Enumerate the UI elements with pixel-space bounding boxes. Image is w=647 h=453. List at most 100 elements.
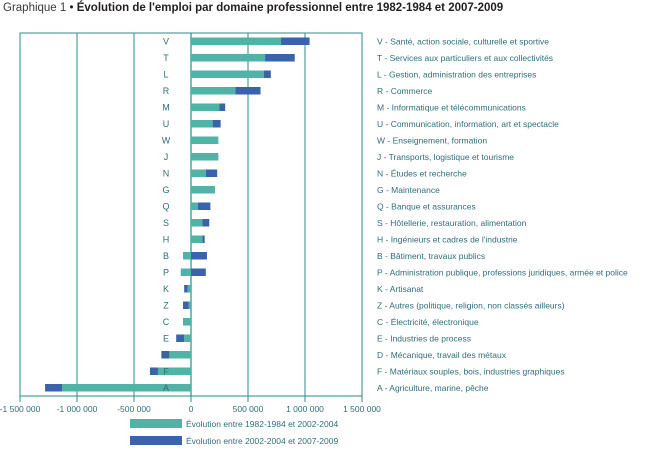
bar-series-2 — [197, 202, 211, 210]
bar-series-2 — [191, 252, 207, 260]
category-description: B - Bâtiment, travaux publics — [377, 251, 485, 261]
bar-series-1 — [183, 252, 191, 260]
bar-series-2 — [202, 235, 205, 243]
category-description: L - Gestion, administration des entrepri… — [377, 69, 536, 79]
bar-series-1 — [191, 87, 236, 95]
category-description: J - Transports, logistique et tourisme — [377, 152, 514, 162]
bar-series-2 — [219, 103, 226, 111]
bar-series-2 — [184, 285, 188, 293]
category-label: W — [162, 135, 171, 145]
category-label: D — [163, 350, 170, 360]
legend-label: Évolution entre 2002-2004 et 2007-2009 — [186, 436, 338, 446]
category-label: F — [163, 366, 169, 376]
chart-title-bullet: • — [69, 2, 74, 14]
bar-series-1 — [62, 384, 192, 392]
chart-title: Graphique 1 • Évolution de l'emploi par … — [3, 2, 503, 14]
legend-swatch — [130, 436, 182, 445]
category-label: V — [163, 36, 169, 46]
category-label: S — [163, 218, 169, 228]
legend-swatch — [130, 419, 182, 428]
category-label: U — [163, 119, 170, 129]
bar-series-2 — [183, 301, 189, 309]
bar-series-1 — [191, 103, 220, 111]
category-label: B — [163, 251, 169, 261]
tick-label: 1 000 000 — [286, 404, 324, 414]
bar-series-1 — [187, 285, 191, 293]
series-legend: Évolution entre 1982-1984 et 2002-2004 Év… — [130, 419, 338, 446]
x-axis-ticks: -1 500 000 -1 000 000 -500 000 0 500 000 1 00… — [0, 396, 381, 414]
bar-series-1 — [191, 169, 206, 177]
bar-series-2 — [265, 54, 295, 62]
bar-series-2 — [212, 120, 221, 128]
category-description: K - Artisanat — [377, 284, 424, 294]
category-legend: V - Santé, action sociale, culturelle et… — [377, 36, 628, 393]
category-description: Z - Autres (politique, religion, non cla… — [377, 300, 565, 310]
bar-series-2 — [45, 384, 63, 392]
bar-series-1 — [191, 120, 213, 128]
category-label: R — [163, 86, 170, 96]
bar-series-1 — [191, 186, 215, 194]
tick-label: 500 000 — [233, 404, 264, 414]
bar-series-1 — [191, 54, 266, 62]
category-description: F - Matériaux souples, bois, industries … — [377, 366, 565, 376]
category-label: K — [163, 284, 169, 294]
category-description: D - Mécanique, travail des métaux — [377, 350, 507, 360]
bar-series-2 — [149, 367, 158, 375]
bar-series-1 — [157, 367, 191, 375]
category-label: L — [163, 69, 168, 79]
bar-series-1 — [183, 318, 191, 326]
category-label: A — [163, 383, 169, 393]
tick-label: -1 500 000 — [0, 404, 41, 414]
bar-series-2 — [191, 268, 206, 276]
category-description: T - Services aux particuliers et aux col… — [377, 53, 553, 63]
category-description: E - Industries de process — [377, 333, 471, 343]
category-description: M - Informatique et télécommunications — [377, 102, 526, 112]
bar-series-2 — [281, 37, 310, 45]
category-description: H - Ingénieurs et cadres de l'industrie — [377, 234, 518, 244]
category-description: P - Administration publique, professions… — [377, 267, 628, 277]
legend-label: Évolution entre 1982-1984 et 2002-2004 — [186, 419, 338, 429]
bar-series-2 — [161, 351, 170, 359]
category-label: M — [162, 102, 170, 112]
bar-series-2 — [205, 169, 218, 177]
category-description: S - Hôtellerie, restauration, alimentati… — [377, 218, 527, 228]
category-label: N — [163, 168, 170, 178]
category-label: J — [164, 152, 169, 162]
tick-label: 0 — [189, 404, 194, 414]
category-description: G - Maintenance — [377, 185, 440, 195]
bar-series-2 — [263, 70, 271, 78]
category-description: Q - Banque et assurances — [377, 201, 476, 211]
category-description: R - Commerce — [377, 86, 433, 96]
chart-title-text: Évolution de l'emploi par domaine profes… — [76, 2, 504, 14]
bar-series-1 — [180, 268, 191, 276]
category-label: T — [163, 53, 169, 63]
bar-series-1 — [191, 219, 203, 227]
category-description: C - Électricité, électronique — [377, 317, 479, 327]
category-label: C — [163, 317, 170, 327]
bar-series-1 — [191, 136, 219, 144]
bar-series-2 — [176, 334, 185, 342]
category-label: E — [163, 333, 169, 343]
tick-label: -1 000 000 — [57, 404, 98, 414]
bar-series-1 — [184, 334, 191, 342]
category-description: A - Agriculture, marine, pêche — [377, 383, 489, 393]
category-label: G — [162, 185, 169, 195]
category-description: U - Communication, information, art et s… — [377, 119, 559, 129]
bar-series-2 — [235, 87, 261, 95]
bar-series-1 — [191, 153, 219, 161]
bar-series-1 — [191, 235, 203, 243]
category-description: N - Études et recherche — [377, 168, 467, 178]
tick-label: -500 000 — [117, 404, 151, 414]
chart-title-prefix: Graphique 1 — [3, 2, 67, 14]
bar-series-1 — [191, 37, 282, 45]
bar-series-1 — [188, 301, 191, 309]
bar-series-1 — [191, 202, 198, 210]
category-description: W - Enseignement, formation — [377, 135, 487, 145]
bar-series-1 — [191, 70, 264, 78]
category-label: Q — [162, 201, 169, 211]
category-label: H — [163, 234, 170, 244]
category-description: V - Santé, action sociale, culturelle et… — [377, 36, 549, 46]
tick-label: 1 500 000 — [343, 404, 381, 414]
